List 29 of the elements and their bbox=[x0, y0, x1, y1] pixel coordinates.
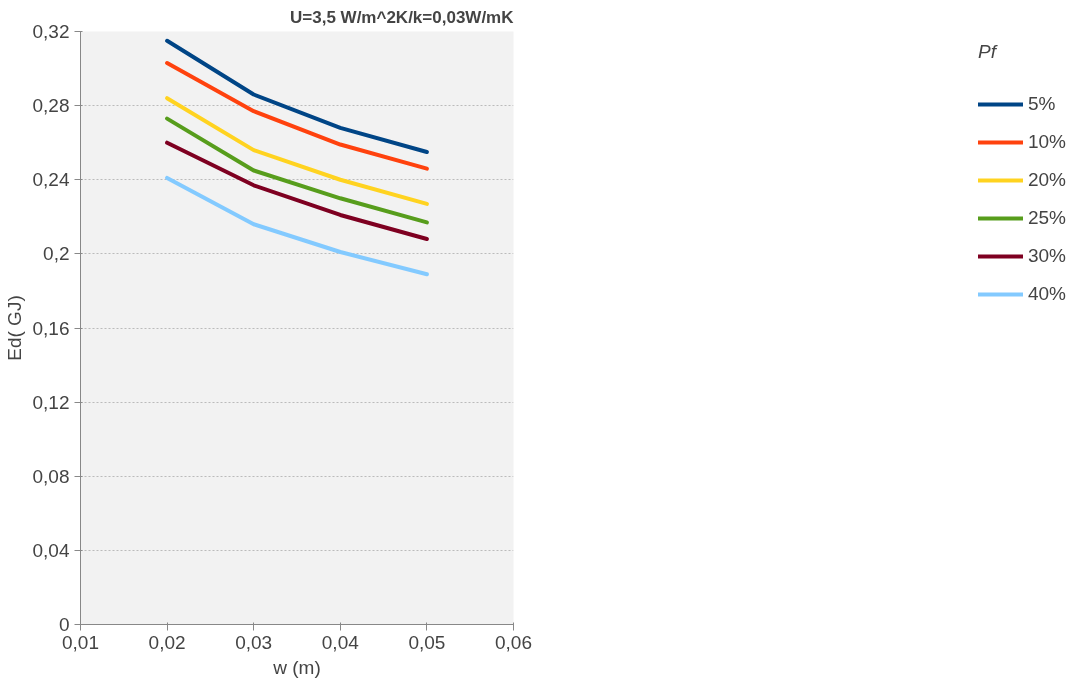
legend-title: Pf bbox=[977, 41, 999, 63]
x-tick-label: 0,03 bbox=[235, 631, 273, 653]
x-tick-label: 0,05 bbox=[408, 631, 446, 653]
x-tick-label: 0,02 bbox=[148, 631, 186, 653]
legend-label: 10% bbox=[1027, 131, 1066, 153]
y-tick-label: 0,08 bbox=[32, 465, 70, 487]
x-tick-label: 0,04 bbox=[321, 631, 360, 653]
y-tick-label: 0,16 bbox=[32, 317, 70, 339]
y-tick-label: 0,32 bbox=[32, 21, 70, 42]
y-tick-label: 0,04 bbox=[32, 539, 70, 561]
legend-label: 30% bbox=[1027, 245, 1066, 267]
y-tick-label: 0,28 bbox=[32, 95, 70, 117]
x-axis-title: w (m) bbox=[272, 656, 321, 678]
y-tick-label: 0,12 bbox=[32, 391, 70, 413]
line-series bbox=[165, 140, 429, 242]
x-tick-label: 0,06 bbox=[495, 631, 532, 653]
line-series bbox=[165, 38, 429, 154]
line-series bbox=[165, 96, 429, 206]
legend-label: 5% bbox=[1027, 93, 1056, 115]
legend-label: 40% bbox=[1027, 283, 1066, 305]
line-series bbox=[165, 116, 429, 225]
line-series bbox=[165, 61, 429, 171]
legend-label: 25% bbox=[1027, 207, 1066, 229]
y-axis-title: Ed( GJ) bbox=[3, 295, 25, 361]
chart-title: U=3,5 W/m^2K/k=0,03W/mK bbox=[290, 7, 515, 27]
y-tick-label: 0,24 bbox=[32, 169, 70, 191]
y-tick-label: 0,2 bbox=[43, 243, 70, 265]
legend-label: 20% bbox=[1027, 169, 1066, 191]
line-series bbox=[165, 175, 429, 277]
